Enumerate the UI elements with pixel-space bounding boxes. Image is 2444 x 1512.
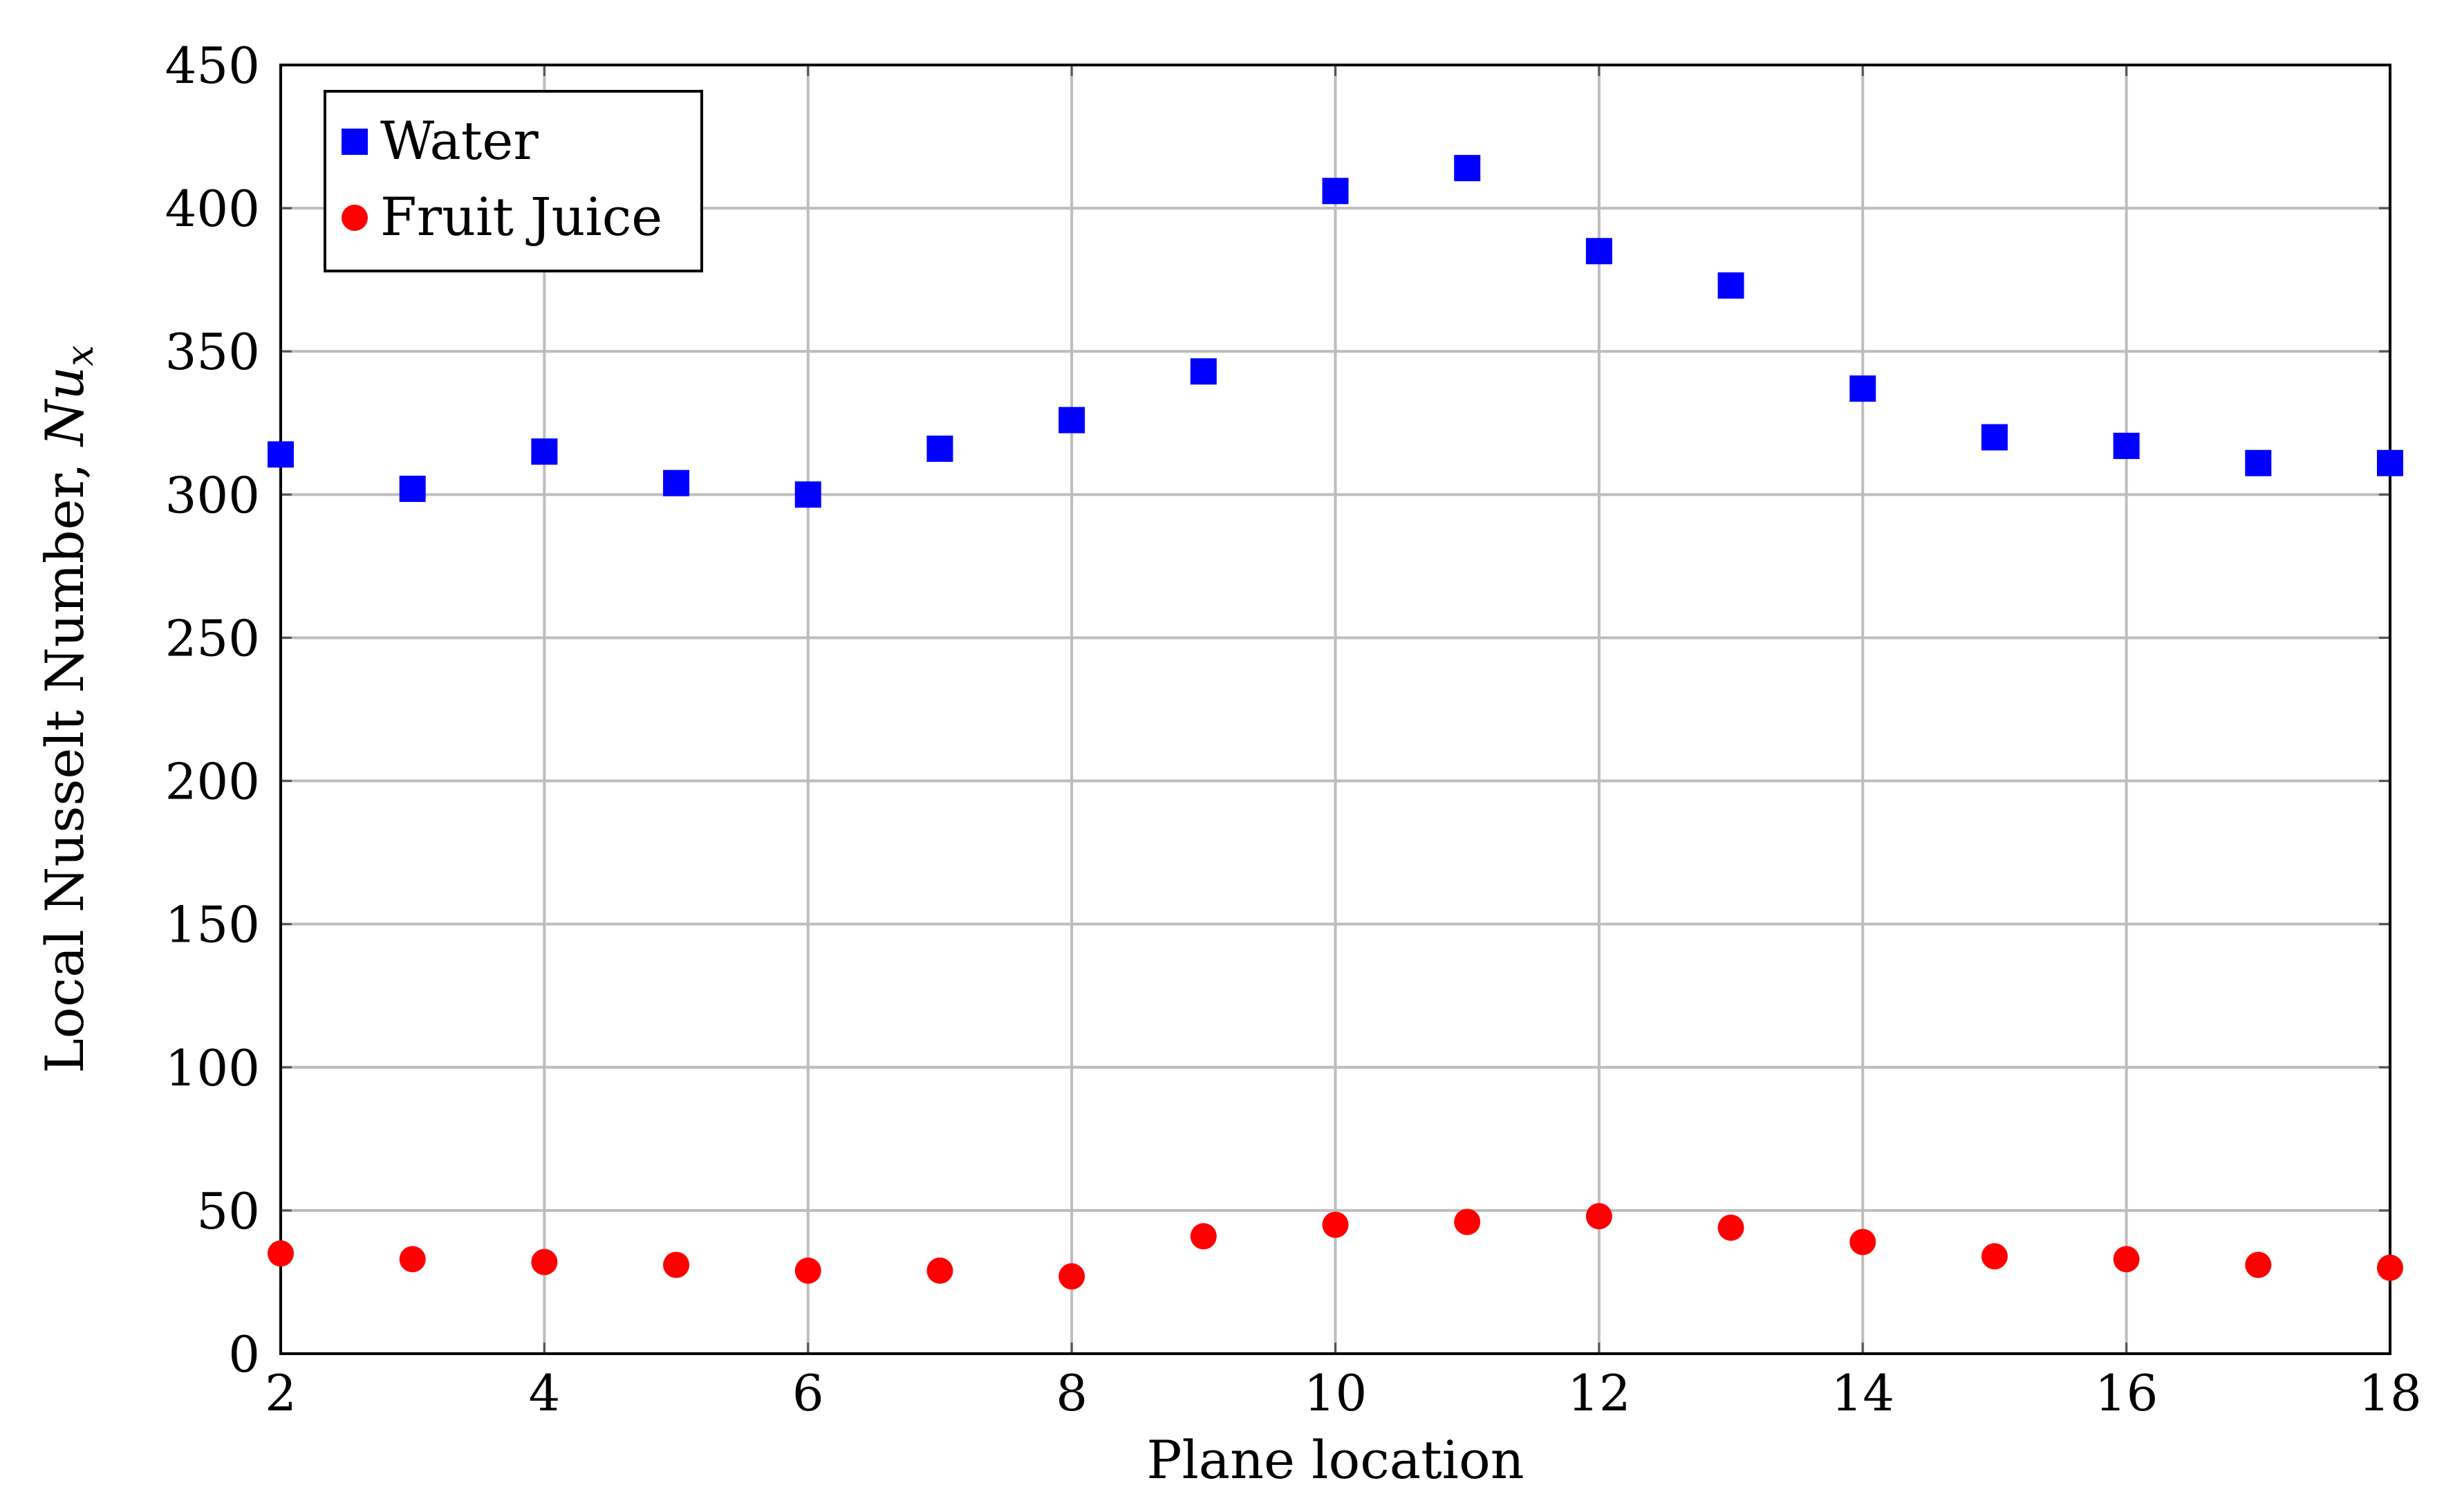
x-tick-label: 18 [2358,1364,2422,1422]
y-axis-title-symbol: Nu [34,366,95,447]
water-point [794,481,821,508]
y-tick-label: 250 [165,609,260,667]
water-point [1585,238,1612,265]
fruit-juice-point [794,1257,821,1284]
fruit-juice-point [531,1249,558,1276]
legend-label-water: Water [380,110,539,171]
y-tick-label: 200 [165,753,260,811]
water-point [2377,449,2403,476]
y-tick-label: 400 [165,180,260,238]
grid [279,64,2391,1355]
water-point [2245,449,2272,476]
water-point [531,438,558,465]
legend-box [324,90,703,272]
tick-labels: 2 4 6 8 10 12 14 16 18 0 50 100 150 200 250 300 350 400 45… [165,37,2422,1422]
fruit-juice-point [1717,1214,1744,1241]
fruit-juice-point [663,1251,690,1278]
y-axis-title: Local Nusselt Number, Nux [34,345,102,1073]
fruit-juice-point [2245,1251,2272,1278]
x-tick-label: 2 [265,1364,297,1422]
x-tick-label: 8 [1056,1364,1088,1422]
y-axis-title-subscript: x [58,345,102,366]
x-tick-label: 14 [1831,1364,1894,1422]
plot-frame [279,64,2391,1355]
fruit-juice-point [1849,1229,1876,1256]
data-points [268,155,2403,1290]
y-tick-label: 350 [165,323,260,381]
water-point [1981,424,2008,451]
fruit-juice-point [926,1257,953,1284]
water-point [1717,272,1744,299]
fruit-juice-point [2377,1254,2403,1281]
y-tick-label: 50 [196,1182,260,1240]
fruit-juice-point [1322,1211,1349,1238]
legend-marker-fruit-juice [342,205,368,231]
legend-label-fruit-juice: Fruit Juice [380,186,662,248]
x-tick-label: 12 [1567,1364,1631,1422]
x-tick-label: 16 [2095,1364,2158,1422]
x-axis-title: Plane location [1146,1429,1524,1491]
water-point [1454,155,1481,182]
fruit-juice-point [1058,1263,1085,1290]
y-tick-label: 100 [165,1039,260,1097]
y-tick-label: 450 [165,37,260,95]
water-point [1058,407,1085,433]
y-tick-label: 0 [228,1325,260,1383]
y-tick-label: 300 [165,466,260,524]
x-tick-label: 4 [528,1364,560,1422]
water-point [399,476,426,503]
water-point [1190,358,1217,385]
fruit-juice-point [1981,1243,2008,1270]
water-point [663,469,690,496]
fruit-juice-point [268,1240,294,1267]
series-water [268,155,2403,508]
y-tick-label: 150 [165,896,260,954]
legend-marker-water [342,129,368,155]
fruit-juice-point [1190,1223,1217,1250]
fruit-juice-point [399,1246,426,1273]
fruit-juice-point [2113,1246,2140,1273]
water-point [926,436,953,463]
water-point [2113,432,2140,459]
series-fruit-juice [268,1203,2403,1290]
legend: Water Fruit Juice [324,90,703,272]
fruit-juice-point [1585,1203,1612,1230]
y-axis-title-text: Local Nusselt Number, [34,446,95,1073]
water-point [1322,178,1349,205]
fruit-juice-point [1454,1208,1481,1235]
water-point [268,441,294,468]
water-point [1849,375,1876,402]
x-tick-label: 6 [792,1364,824,1422]
x-tick-label: 10 [1304,1364,1368,1422]
